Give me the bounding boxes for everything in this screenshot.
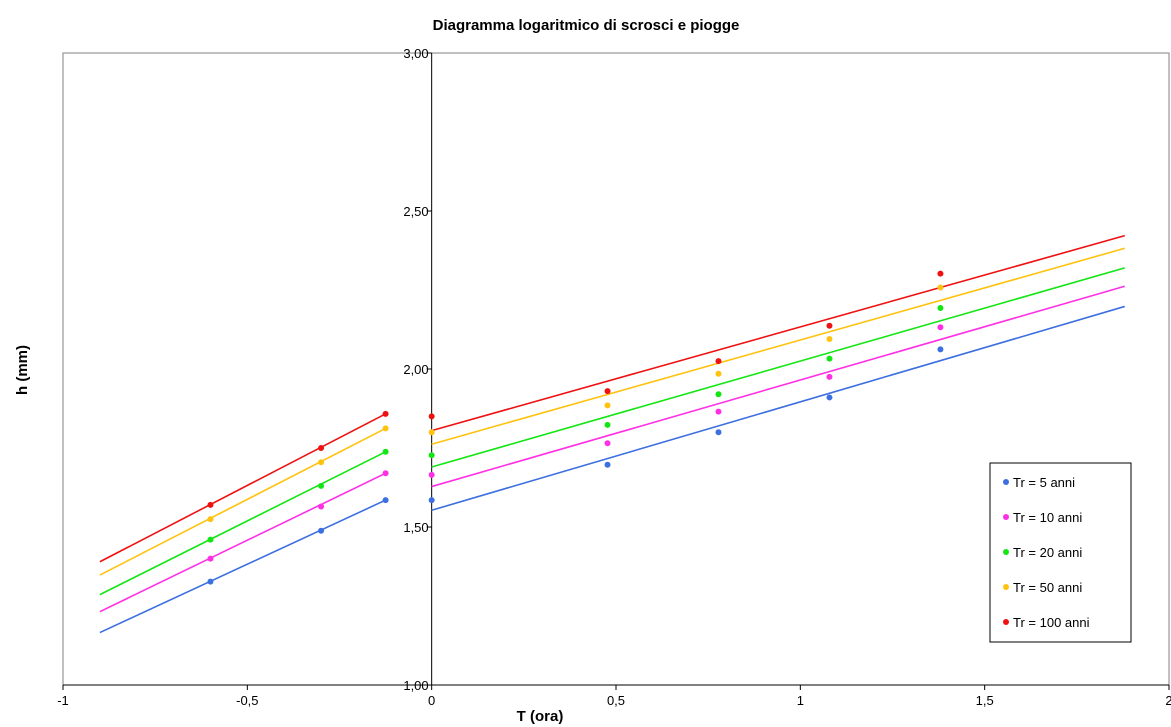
- data-point: [428, 452, 435, 459]
- data-point: [318, 445, 325, 451]
- data-point: [937, 305, 944, 312]
- fit-line: [99, 499, 386, 634]
- fit-line: [99, 451, 386, 596]
- x-tick-label: 0: [428, 693, 435, 708]
- data-point: [937, 324, 944, 331]
- legend-label: Tr = 5 anni: [1013, 475, 1075, 490]
- data-point: [382, 497, 389, 504]
- data-point: [207, 536, 214, 543]
- data-point: [604, 440, 611, 447]
- data-point: [318, 459, 325, 466]
- data-point: [826, 335, 833, 342]
- data-point: [207, 578, 214, 585]
- fit-line: [431, 285, 1125, 488]
- data-point: [715, 429, 722, 436]
- data-point: [382, 425, 389, 432]
- fit-line: [431, 247, 1125, 445]
- data-point: [937, 346, 944, 353]
- fit-line: [99, 427, 386, 576]
- data-point: [826, 355, 833, 362]
- data-point: [382, 410, 389, 417]
- data-point: [826, 394, 833, 401]
- y-tick-label: 2,00: [403, 362, 428, 377]
- fit-line: [431, 305, 1125, 512]
- data-point: [715, 391, 722, 398]
- data-point: [604, 388, 611, 395]
- legend-label: Tr = 50 anni: [1013, 580, 1082, 595]
- fit-line: [431, 234, 1125, 432]
- chart-title: Diagramma logaritmico di scrosci e piogg…: [433, 17, 740, 34]
- data-point: [207, 555, 214, 562]
- y-axis-title: h (mm): [14, 345, 31, 395]
- x-tick-label: 1: [797, 693, 804, 708]
- data-point: [382, 448, 389, 455]
- y-tick-label: 2,50: [403, 204, 428, 219]
- legend: Tr = 5 anni Tr = 10 anni Tr = 20 anni Tr = …: [989, 462, 1132, 643]
- legend-marker: [1003, 619, 1009, 625]
- data-point: [207, 516, 214, 523]
- x-tick-label: -1: [57, 693, 69, 708]
- x-tick-label: -0,5: [236, 693, 258, 708]
- legend-marker: [1003, 549, 1009, 555]
- x-axis-title: T (ora): [517, 708, 564, 725]
- legend-marker: [1003, 514, 1009, 520]
- data-point: [428, 429, 435, 436]
- data-point: [826, 322, 833, 329]
- legend-label: Tr = 20 anni: [1013, 545, 1082, 560]
- legend-label: Tr = 100 anni: [1013, 615, 1090, 630]
- data-points: [207, 270, 944, 585]
- legend-label: Tr = 10 anni: [1013, 510, 1082, 525]
- data-point: [428, 471, 435, 478]
- data-point: [715, 408, 722, 415]
- data-point: [937, 284, 944, 291]
- fit-line: [99, 413, 386, 563]
- data-point: [826, 373, 833, 380]
- data-point: [715, 370, 722, 377]
- data-point: [318, 527, 325, 534]
- data-point: [428, 413, 435, 420]
- x-tick-label: 2: [1165, 693, 1171, 708]
- x-tick-label: 0,5: [607, 693, 625, 708]
- data-point: [318, 503, 325, 510]
- y-tick-label: 1,00: [403, 678, 428, 693]
- data-point: [604, 402, 611, 409]
- data-point: [715, 358, 722, 365]
- fit-line: [431, 267, 1125, 468]
- data-point: [937, 270, 944, 277]
- legend-marker: [1003, 479, 1009, 485]
- axes: [62, 52, 1170, 690]
- data-point: [428, 497, 435, 504]
- data-point: [604, 421, 611, 428]
- fit-line: [99, 472, 386, 613]
- data-point: [604, 461, 611, 468]
- data-point: [318, 482, 325, 489]
- data-point: [382, 470, 389, 477]
- y-tick-label: 1,50: [403, 520, 428, 535]
- legend-box: [989, 462, 1132, 643]
- data-point: [207, 501, 214, 508]
- fit-lines: [99, 234, 1125, 634]
- plot-area: [62, 52, 1170, 686]
- legend-marker: [1003, 584, 1009, 590]
- x-tick-label: 1,5: [976, 693, 994, 708]
- y-tick-label: 3,00: [403, 46, 428, 61]
- tick-labels: 1,00 1,50 2,00 2,50 3,00 -1 -0,5 0 0,5 1 1,5 2: [57, 46, 1171, 708]
